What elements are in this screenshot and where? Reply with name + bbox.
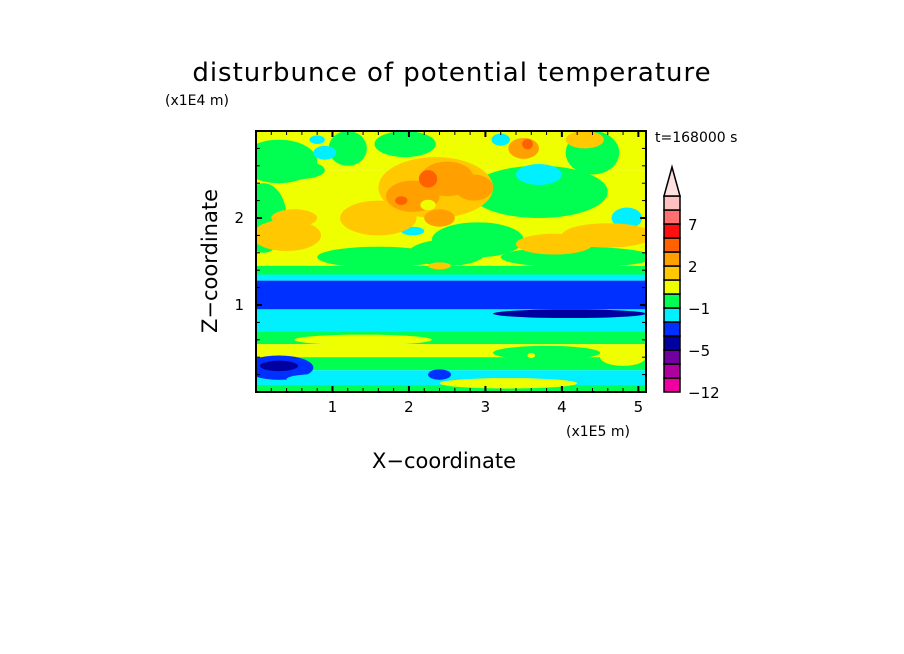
x-tick-label: 4 — [557, 398, 567, 416]
plot-frame — [255, 130, 647, 393]
x-tick-label: 1 — [328, 398, 338, 416]
contour-patch — [395, 196, 408, 205]
contour-patch — [611, 207, 643, 229]
colorbar-segment — [663, 307, 681, 323]
y-tick-label: 1 — [234, 296, 244, 314]
contour-patch — [428, 369, 451, 380]
contour-patch — [428, 262, 451, 270]
colorbar-segment — [663, 251, 681, 267]
colorbar-segment — [663, 209, 681, 225]
contour-patch — [565, 131, 604, 149]
colorbar-segment — [663, 321, 681, 337]
x-axis-unit: (x1E5 m) — [566, 424, 630, 440]
colorbar-extend-arrow — [663, 164, 681, 197]
contour-patch — [561, 223, 646, 248]
contour-patch — [439, 378, 578, 389]
contour-patch — [278, 161, 325, 179]
contour-patch — [454, 174, 494, 201]
colorbar-label: −12 — [688, 384, 720, 402]
colorbar-segment — [663, 223, 681, 239]
field-layer — [256, 131, 646, 392]
colorbar-label: 7 — [688, 216, 698, 234]
colorbar-label: −5 — [688, 342, 710, 360]
contour-patch — [259, 360, 299, 372]
colorbar-segment — [663, 265, 681, 281]
chart-title: disturbunce of potential temperature — [192, 58, 712, 88]
contour-patch — [408, 349, 455, 357]
contour-patch — [516, 164, 562, 185]
contour-patch — [470, 165, 608, 218]
x-tick-label: 3 — [481, 398, 491, 416]
colorbar-segment — [663, 279, 681, 295]
contour-patch — [420, 199, 436, 211]
contour-patch — [294, 334, 432, 346]
contour-patch — [493, 309, 646, 319]
contour-patch — [256, 290, 409, 303]
contour-band — [256, 265, 646, 277]
contour-patch — [271, 209, 318, 227]
colorbar-label: −1 — [688, 300, 710, 318]
contour-patch — [424, 209, 455, 227]
colorbar-segment — [663, 293, 681, 309]
x-tick-label: 5 — [634, 398, 644, 416]
time-annotation: t=168000 s — [655, 130, 738, 146]
y-tick-label: 2 — [234, 209, 244, 227]
contour-patch — [527, 352, 536, 359]
x-axis-label: X−coordinate — [372, 449, 516, 473]
contour-patch — [600, 348, 646, 366]
contour-band — [256, 385, 646, 392]
contour-patch — [313, 145, 337, 160]
colorbar-segment — [663, 195, 681, 211]
x-tick-label: 2 — [404, 398, 414, 416]
contour-patch — [491, 133, 510, 146]
contour-patch — [493, 345, 601, 360]
colorbar-segment — [663, 363, 681, 379]
contour-patch — [256, 219, 321, 252]
colorbar-segment — [663, 377, 681, 393]
contour-patch — [317, 246, 440, 268]
contour-patch — [328, 131, 367, 166]
contour-band — [256, 357, 646, 371]
colorbar-label: 2 — [688, 258, 698, 276]
colorbar-segment — [663, 335, 681, 351]
contour-band — [256, 274, 646, 281]
y-axis-unit: (x1E4 m) — [165, 93, 229, 109]
contour-patch — [309, 135, 325, 145]
colorbar-segment — [663, 237, 681, 253]
contour-patch — [522, 138, 533, 150]
contour-patch — [418, 170, 438, 188]
contour-patch — [374, 131, 436, 158]
contour-patch — [286, 373, 364, 385]
colorbar-segment — [663, 349, 681, 365]
